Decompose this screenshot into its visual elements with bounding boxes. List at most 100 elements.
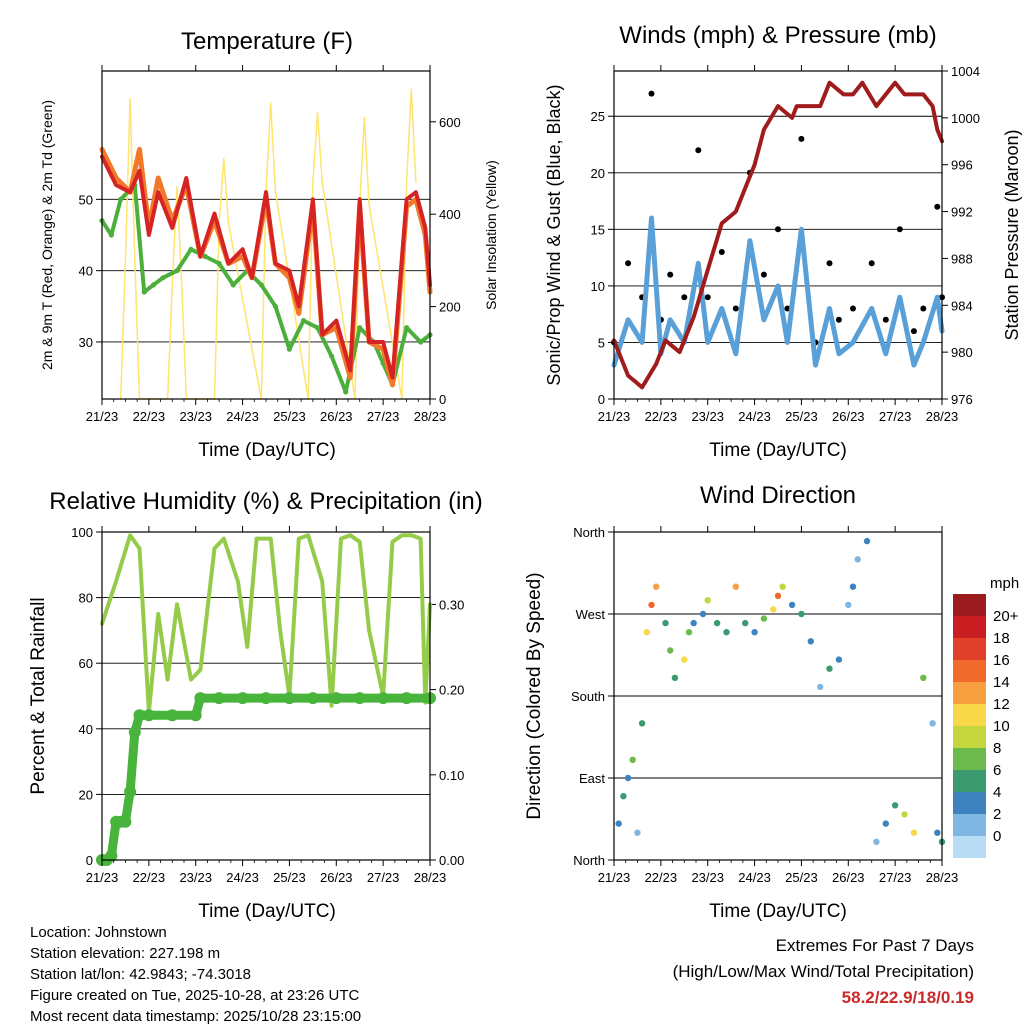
direction-panel: North East South West North 21/23 22/23 23/23 24…: [524, 525, 958, 885]
precipitation-point: [124, 785, 137, 798]
temperature-ylabel2: Solar Insolation (Yellow): [483, 160, 499, 310]
temperature-x-tick-label: 26/23: [320, 409, 353, 424]
dewpoint-point: [118, 196, 124, 202]
precipitation-point: [353, 692, 366, 705]
winds-x-tick-label: 24/23: [738, 409, 771, 424]
direction-x-tick-label: 23/23: [691, 870, 724, 885]
legend-label: 16: [993, 652, 1010, 669]
legend-label: 8: [993, 740, 1001, 757]
legend-swatch: [953, 594, 986, 616]
wind-direction-point: [643, 629, 650, 636]
direction-xlabel: Time (Day/UTC): [709, 901, 847, 922]
wind-direction-point: [849, 583, 857, 590]
winds-y2-tick-label: 992: [951, 205, 973, 220]
dewpoint-point: [314, 325, 321, 331]
humidity-y2-tick-label: 0.00: [439, 853, 464, 868]
humidity-y-tick-label: 0: [86, 853, 93, 868]
direction-title: Wind Direction: [699, 482, 857, 509]
wind-direction-point: [779, 583, 786, 590]
precipitation-point: [194, 692, 207, 705]
winds-y-tick-label: 10: [591, 279, 605, 294]
winds-x-tick-label: 25/23: [785, 409, 818, 424]
gust-point: [920, 305, 927, 312]
dewpoint-point: [418, 339, 424, 345]
humidity-ylabel: Percent & Total Rainfall: [28, 597, 49, 794]
wind-direction-point: [774, 592, 782, 599]
wind-direction-point: [620, 793, 627, 800]
gust-point: [850, 305, 856, 312]
temperature-y2-tick-label: 0: [439, 392, 446, 407]
latest-timestamp: Most recent data timestamp: 2025/10/28 2…: [30, 1008, 362, 1024]
gust-point: [835, 316, 842, 323]
legend-swatch: [953, 792, 986, 814]
legend-label: 20+: [993, 608, 1019, 625]
wind-direction-point: [770, 606, 777, 613]
dewpoint-point: [286, 346, 292, 352]
dewpoint-point: [216, 260, 222, 267]
precipitation-point: [306, 692, 319, 705]
extremes-values: 58.2/22.9/18/0.19: [841, 988, 974, 1007]
humidity-y2-tick-label: 0.20: [439, 683, 464, 698]
winds-y2-tick-label: 988: [951, 251, 973, 266]
legend-swatch: [953, 616, 986, 638]
direction-y-tick-label: East: [579, 771, 605, 786]
winds-ylabel2: Station Pressure (Maroon): [1002, 129, 1022, 340]
gust-point: [934, 203, 941, 210]
dewpoint-point: [230, 282, 236, 288]
gust-point: [798, 135, 805, 142]
pressure-line: [612, 80, 944, 390]
wind-direction-point: [732, 583, 739, 590]
gust-point: [625, 260, 632, 267]
humidity-x-tick-label: 28/23: [414, 870, 447, 885]
dewpoint-point: [150, 282, 157, 288]
dewpoint-point: [329, 353, 335, 359]
wind-direction-point: [807, 638, 814, 645]
direction-x-tick-label: 28/23: [926, 870, 959, 885]
gust-point: [718, 249, 725, 255]
precipitation-point: [283, 692, 296, 705]
precipitation-point: [133, 709, 146, 722]
winds-y-tick-label: 0: [598, 392, 605, 407]
precipitation-point: [128, 726, 141, 739]
legend-label: 4: [993, 784, 1001, 801]
temperature-panel: 30 40 50 0 200 400 600 21/23 22/23 23/23 24/23 25/2…: [39, 65, 499, 424]
wind-direction-point: [681, 656, 688, 663]
direction-y-tick-label: West: [576, 607, 606, 622]
wind-direction-point: [798, 610, 805, 618]
wind-direction-point: [882, 820, 889, 827]
gust-point: [868, 260, 875, 267]
dewpoint-point: [141, 289, 147, 295]
direction-x-tick-label: 24/23: [738, 870, 771, 885]
dewpoint-point: [357, 325, 363, 331]
wind-direction-point: [742, 619, 749, 627]
humidity-x-tick-label: 22/23: [133, 870, 166, 885]
precipitation-point: [377, 692, 390, 705]
precipitation-point: [119, 815, 132, 828]
wind-direction-point: [615, 820, 622, 827]
station-elevation: Station elevation: 227.198 m: [30, 945, 221, 962]
extremes-box: Extremes For Past 7 Days (High/Low/Max W…: [673, 933, 974, 1011]
winds-y2-tick-label: 984: [951, 298, 973, 313]
legend-title: mph: [990, 575, 1019, 592]
direction-ylabel: Direction (Colored By Speed): [524, 572, 545, 819]
dewpoint-point: [202, 253, 208, 259]
direction-y-tick-label: North: [573, 525, 605, 540]
dewpoint-point: [258, 282, 264, 288]
legend-label: 0: [993, 828, 1001, 845]
direction-x-tick-label: 25/23: [785, 870, 818, 885]
direction-y-tick-label: South: [571, 689, 605, 704]
gust-point: [648, 90, 655, 97]
temperature-y2-tick-label: 400: [439, 207, 461, 222]
wind-direction-point: [845, 601, 852, 609]
temperature-x-tick-label: 24/23: [226, 409, 259, 424]
legend-label: 12: [993, 696, 1010, 713]
humidity-y-tick-label: 80: [79, 591, 93, 606]
gust-point: [732, 305, 739, 312]
wind-direction-point: [723, 629, 730, 636]
precipitation-line: [97, 693, 435, 865]
relative-humidity-line: [100, 533, 432, 715]
temperature-x-tick-label: 21/23: [86, 409, 119, 424]
wind-direction-point: [760, 615, 768, 622]
humidity-y-tick-label: 20: [79, 787, 93, 802]
